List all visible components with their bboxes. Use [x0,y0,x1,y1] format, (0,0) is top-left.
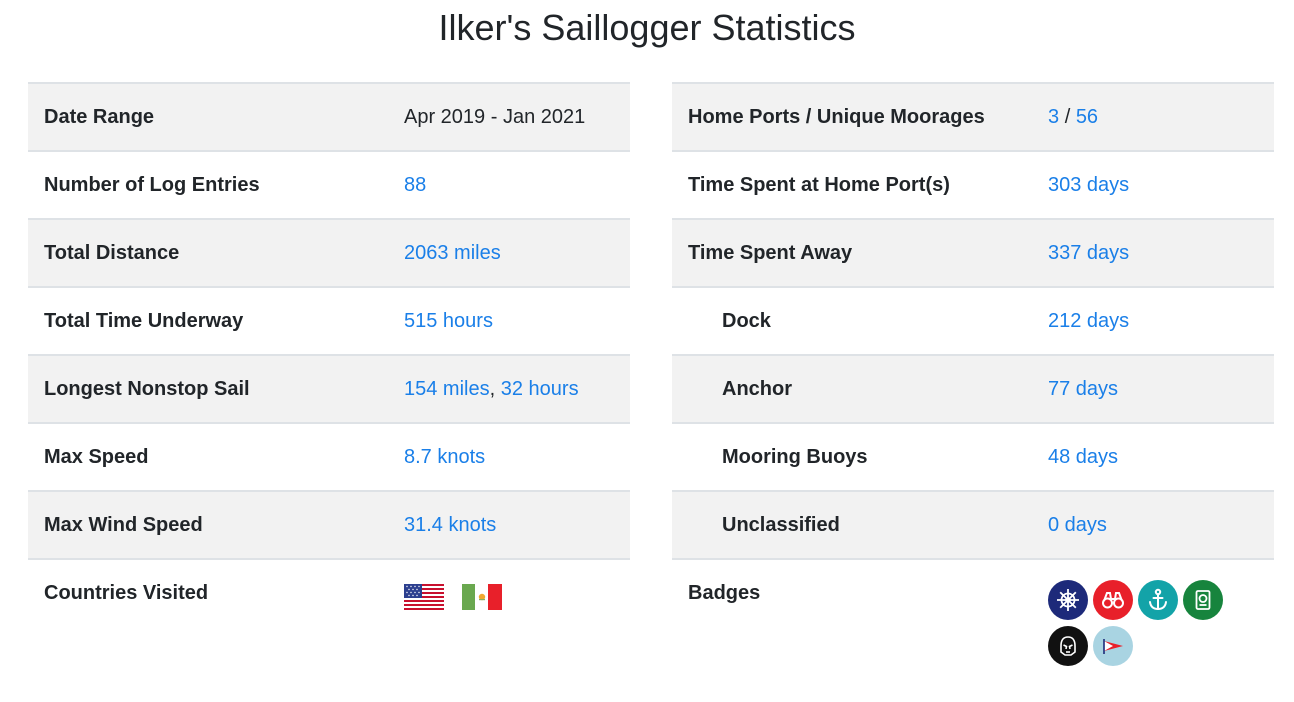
row-time-away: Time Spent Away 337 days [672,218,1274,287]
row-date-range: Date Range Apr 2019 - Jan 2021 [28,82,630,151]
longest-sail-label: Longest Nonstop Sail [28,354,388,423]
burgee-flag-icon[interactable] [1093,626,1133,666]
unique-moorages-link[interactable]: 56 [1075,106,1099,128]
row-time-home: Time Spent at Home Port(s) 303 days [672,150,1274,219]
row-log-entries: Number of Log Entries 88 [28,150,630,219]
date-range-value: Apr 2019 - Jan 2021 [388,82,630,151]
total-distance-label: Total Distance [28,218,388,287]
max-wind-label: Max Wind Speed [28,490,388,559]
mx-flag-icon[interactable] [462,583,502,610]
time-away-label: Time Spent Away [672,218,1032,287]
total-time-label: Total Time Underway [28,286,388,355]
unclassified-label: Unclassified [672,490,1032,559]
longest-sail-distance-link[interactable]: 154 miles [404,378,490,400]
total-time-link[interactable]: 515 hours [404,310,493,332]
left-stats-table: Date Range Apr 2019 - Jan 2021 Number of… [28,82,630,629]
longest-sail-duration-link[interactable]: 32 hours [500,378,579,400]
anchor-icon[interactable] [1138,580,1178,620]
row-max-wind: Max Wind Speed 31.4 knots [28,490,630,559]
max-speed-label: Max Speed [28,422,388,491]
log-entries-link[interactable]: 88 [404,174,427,196]
countries-label: Countries Visited [28,558,388,629]
row-countries: Countries Visited [28,558,630,629]
home-ports-link[interactable]: 3 [1048,106,1060,128]
binoculars-icon[interactable] [1093,580,1133,620]
max-wind-link[interactable]: 31.4 knots [404,514,497,536]
badges-label: Badges [672,558,1032,690]
unclassified-link[interactable]: 0 days [1048,514,1107,536]
passport-icon[interactable] [1183,580,1223,620]
mooring-buoys-label: Mooring Buoys [672,422,1032,491]
row-anchor: Anchor 77 days [672,354,1274,423]
dock-link[interactable]: 212 days [1048,310,1130,332]
dock-label: Dock [672,286,1032,355]
us-flag-icon[interactable] [404,583,444,610]
stormtrooper-icon[interactable] [1048,626,1088,666]
row-dock: Dock 212 days [672,286,1274,355]
right-stats-table: Home Ports / Unique Moorages 3 / 56 Time… [672,82,1274,690]
row-mooring-buoys: Mooring Buoys 48 days [672,422,1274,491]
row-home-ports: Home Ports / Unique Moorages 3 / 56 [672,82,1274,151]
anchor-label: Anchor [672,354,1032,423]
row-total-distance: Total Distance 2063 miles [28,218,630,287]
max-speed-link[interactable]: 8.7 knots [404,446,486,468]
row-max-speed: Max Speed 8.7 knots [28,422,630,491]
row-unclassified: Unclassified 0 days [672,490,1274,559]
ship-wheel-icon[interactable] [1048,580,1088,620]
time-home-link[interactable]: 303 days [1048,174,1130,196]
date-range-label: Date Range [28,82,388,151]
badges-list [1032,558,1274,690]
longest-sail-separator: , [489,378,496,400]
total-distance-link[interactable]: 2063 miles [404,242,501,264]
time-home-label: Time Spent at Home Port(s) [672,150,1032,219]
home-ports-separator: / [1064,106,1071,128]
row-longest-sail: Longest Nonstop Sail 154 miles, 32 hours [28,354,630,423]
row-total-time: Total Time Underway 515 hours [28,286,630,355]
time-away-link[interactable]: 337 days [1048,242,1130,264]
row-badges: Badges [672,558,1274,690]
page-title: Ilker's Saillogger Statistics [438,7,856,48]
home-ports-label: Home Ports / Unique Moorages [672,82,1032,151]
mooring-buoys-link[interactable]: 48 days [1048,446,1119,468]
anchor-link[interactable]: 77 days [1048,378,1119,400]
log-entries-label: Number of Log Entries [28,150,388,219]
